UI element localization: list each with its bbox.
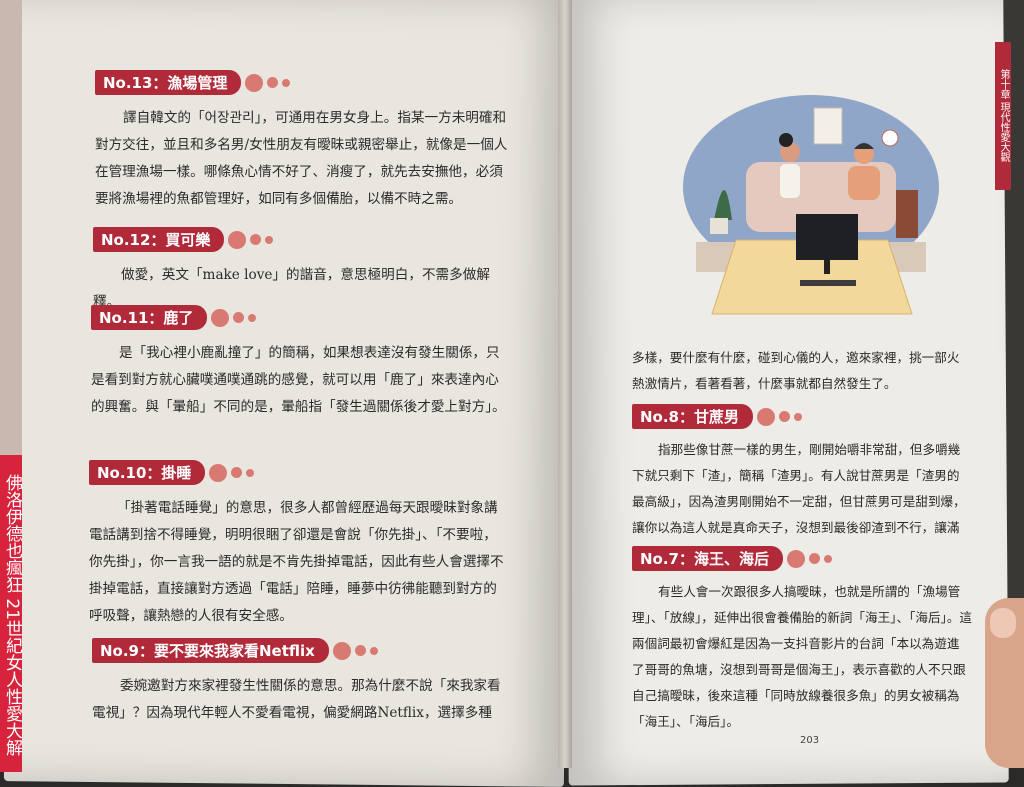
dot-icon: [267, 77, 279, 88]
section-no7: No.7：海王、海后 有些人會一次跟很多人搞曖昧，也就是所謂的「漁場管理」、「放…: [632, 546, 972, 735]
section-body: 譯自韓文的「어장관리」，可通用在男女身上。指某一方未明確和對方交往，並且和多名男…: [95, 110, 508, 207]
book-gutter: [558, 0, 572, 768]
section-no12: No.12：買可樂 做愛，英文「make love」的諧音，意思極明白，不需多做…: [93, 227, 508, 316]
section-body: 委婉邀對方來家裡發生性關係的意思。那為什麼不說「來我家看電視」？因為現代年輕人不…: [92, 678, 501, 721]
section-tag: No.7：海王、海后: [632, 546, 783, 571]
section-body: 指那些像甘蔗一樣的男生，剛開始嚼非常甜，但多嚼幾下就只剩下「渣」，簡稱「渣男」。…: [632, 442, 966, 561]
dot-icon: [228, 230, 247, 249]
section-no11: No.11：鹿了 是「我心裡小鹿亂撞了」的簡稱，如果想表達沒有發生關係，只是看到…: [91, 305, 506, 421]
section-body: 有些人會一次跟很多人搞曖昧，也就是所謂的「漁場管理」、「放線」，延伸出很會養備胎…: [632, 584, 973, 729]
dot-icon: [233, 312, 245, 323]
chapter-side-tab: 第十章 現代性愛大觀: [995, 42, 1011, 190]
intro-text: 多樣，要什麼有什麼，碰到心儀的人，邀來家裡，挑一部火熱激情片，看著看著，什麼事就…: [632, 350, 960, 391]
page-number: 203: [800, 735, 820, 746]
dot-icon: [250, 234, 262, 245]
section-tag: No.13：漁場管理: [95, 70, 242, 95]
dot-icon: [779, 411, 790, 422]
dot-icon: [245, 73, 264, 92]
thumb-nail: [990, 608, 1016, 638]
dot-icon: [369, 646, 378, 655]
section-tag: No.11：鹿了: [91, 305, 208, 330]
section-body: 「掛著電話睡覺」的意思，很多人都曾經歷過每天跟曖昧對象講電話講到捨不得睡覺，明明…: [89, 500, 504, 624]
dot-icon: [354, 645, 366, 656]
section-no8: No.8：甘蔗男 指那些像甘蔗一樣的男生，剛開始嚼非常甜，但多嚼幾下就只剩下「渣…: [632, 404, 972, 567]
dot-icon: [332, 641, 351, 660]
section-body: 是「我心裡小鹿亂撞了」的簡稱，如果想表達沒有發生關係，只是看到對方就心臟噗通噗通…: [91, 345, 506, 415]
section-tag: No.10：掛睡: [89, 460, 206, 485]
cover-spine-title: 佛洛伊德也瘋狂 21世紀女人性愛大解: [0, 455, 22, 772]
dot-icon: [209, 463, 228, 482]
couple-watching-tv-illustration: [683, 95, 939, 315]
dot-icon: [211, 308, 230, 327]
dot-icon: [246, 468, 255, 477]
dot-icon: [787, 549, 805, 568]
section-no9: No.9：要不要來我家看Netflix 委婉邀對方來家裡發生性關係的意思。那為什…: [92, 638, 510, 727]
dot-icon: [248, 313, 257, 322]
dot-icon: [809, 553, 820, 564]
dot-icon: [824, 554, 832, 563]
section-no10: No.10：掛睡 「掛著電話睡覺」的意思，很多人都曾經歷過每天跟曖昧對象講電話講…: [89, 460, 507, 630]
section-tag: No.9：要不要來我家看Netflix: [92, 638, 329, 663]
dot-icon: [282, 78, 291, 87]
dot-icon: [231, 467, 243, 478]
right-intro: 多樣，要什麼有什麼，碰到心儀的人，邀來家裡，挑一部火熱激情片，看著看著，什麼事就…: [632, 345, 972, 397]
section-tag: No.8：甘蔗男: [632, 404, 753, 429]
section-tag: No.12：買可樂: [93, 227, 225, 252]
section-no13: No.13：漁場管理 譯自韓文的「어장관리」，可通用在男女身上。指某一方未明確和…: [95, 70, 510, 213]
dot-icon: [757, 407, 775, 426]
dot-icon: [794, 412, 802, 421]
dot-icon: [265, 235, 274, 244]
